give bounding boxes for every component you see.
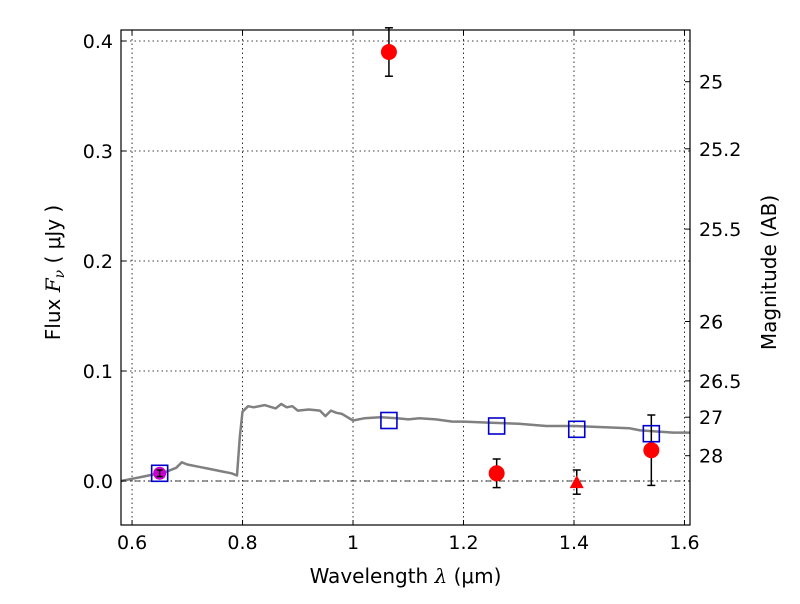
- y2-tick-label: 27: [699, 407, 723, 429]
- y2-tick-label: 28: [699, 446, 723, 468]
- y-axis-label-subscript: ν: [52, 269, 68, 278]
- model-spectrum: [120, 402, 690, 483]
- upper-limit-point: [569, 475, 584, 489]
- data-points: [150, 27, 661, 495]
- y-axis-label-prefix: Flux: [41, 292, 65, 340]
- y-tick-label: 0.1: [83, 361, 113, 383]
- y2-axis-label: Magnitude (AB): [757, 195, 781, 350]
- y-tick-label: 0.0: [83, 471, 113, 493]
- y-axis-label-symbol: F: [41, 277, 65, 293]
- y-tick-label: 0.3: [83, 141, 113, 163]
- y-tick-label: 0.4: [83, 31, 113, 53]
- y-axis-label-suffix: ( μJy ): [41, 205, 65, 270]
- model-spectrum-line: [120, 402, 690, 483]
- x-axis-label: Wavelength λ (μm): [310, 564, 502, 588]
- model-photometry-point: [487, 417, 506, 435]
- y2-tick-label: 26.5: [699, 371, 741, 393]
- x-tick-label: 1.4: [559, 532, 589, 554]
- x-tick-label: 0.8: [227, 532, 257, 554]
- axis-ticks: 0.6 0.8 1 1.2 1.4 1.6 0.0 0.1 0.2 0.3 0.4 25 25.2 25.…: [83, 30, 741, 554]
- y-axis-label: Flux Fν ( μJy ): [41, 205, 68, 340]
- model-photometry-point: [642, 424, 661, 443]
- x-tick-label: 1.6: [669, 532, 699, 554]
- x-axis-label-prefix: Wavelength: [310, 564, 435, 588]
- model-photometry-point: [567, 420, 586, 439]
- observed-point: [380, 44, 397, 60]
- x-tick-label: 0.6: [117, 532, 147, 554]
- y-tick-label: 0.2: [83, 251, 113, 273]
- grid-lines: [121, 30, 690, 525]
- x-axis-label-suffix: (μm): [447, 564, 501, 588]
- y2-tick-label: 25: [699, 72, 723, 94]
- plot-frame: [120, 29, 691, 526]
- observed-point: [643, 442, 660, 459]
- model-photometry-point: [150, 464, 169, 483]
- x-tick-label: 1.2: [448, 532, 478, 554]
- observed-point: [488, 465, 505, 482]
- x-tick-label: 1: [347, 532, 359, 554]
- y2-tick-label: 26: [699, 312, 723, 334]
- x-axis-label-symbol: λ: [434, 564, 448, 588]
- y2-tick-label: 25.2: [699, 139, 741, 161]
- model-photometry-point: [380, 411, 398, 430]
- y2-tick-label: 25.5: [699, 219, 741, 241]
